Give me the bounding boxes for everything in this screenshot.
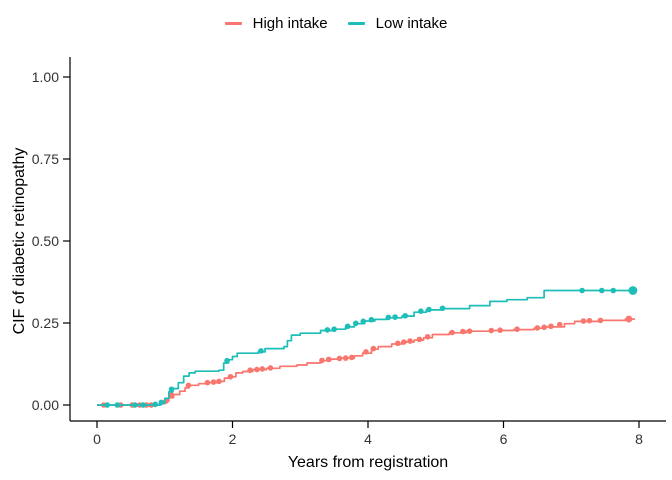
high-intake-censor-marker [580, 318, 587, 324]
low-intake-censor-marker [418, 308, 424, 314]
high-intake-censor-marker [597, 317, 604, 324]
high-intake-censor-marker [267, 365, 274, 371]
high-intake-censor-marker [370, 345, 377, 352]
legend-item-high-intake: High intake [224, 15, 328, 32]
legend-label-high-intake: High intake [252, 15, 328, 32]
legend-label-low-intake: Low intake [375, 15, 448, 32]
high-intake-censor-marker [227, 373, 234, 380]
legend-key-line-low-intake [347, 22, 365, 25]
low-intake-censor-marker [402, 312, 409, 319]
high-intake-censor-marker [424, 333, 431, 340]
low-intake-censor-marker [579, 287, 585, 294]
low-intake-censor-marker [132, 402, 138, 408]
high-intake-curve [97, 318, 635, 406]
low-intake-censor-marker [140, 402, 146, 408]
high-intake-censor-marker [401, 339, 407, 345]
low-intake-censor-marker [168, 386, 175, 393]
low-intake-censor-marker [353, 320, 359, 327]
low-intake-censor-marker [224, 357, 230, 364]
high-intake-censor-marker [548, 323, 554, 330]
high-intake-censor-marker [488, 327, 495, 334]
low-intake-censor-marker [426, 306, 432, 313]
high-intake-censor-marker [216, 378, 222, 385]
low-intake-censor-marker [324, 327, 331, 333]
low-intake-censor-marker [158, 399, 165, 406]
legend: High intake Low intake [0, 16, 672, 31]
high-intake-censor-marker [348, 354, 355, 361]
high-intake-censor-marker [556, 321, 563, 328]
low-intake-censor-marker [610, 287, 617, 294]
y-tick-label: 0.00 [32, 397, 59, 413]
x-tick-label: 2 [229, 431, 237, 447]
y-tick-label: 1.00 [32, 69, 59, 85]
high-intake-censor-marker [254, 366, 260, 373]
low-intake-final-marker [628, 286, 638, 295]
high-intake-censor-marker [342, 355, 349, 361]
high-intake-censor-marker [586, 317, 593, 324]
high-intake-censor-marker [210, 379, 217, 385]
y-tick-label: 0.25 [32, 315, 59, 331]
x-tick-label: 0 [93, 431, 101, 447]
high-intake-censor-marker [363, 349, 369, 355]
legend-key-line-high-intake [224, 22, 242, 25]
x-tick-label: 6 [500, 431, 508, 447]
high-intake-censor-marker [168, 392, 175, 398]
low-intake-censor-marker [385, 314, 392, 321]
low-intake-censor-marker [439, 305, 446, 312]
y-axis-title: CIF of diabetic retinopathy [11, 148, 28, 335]
high-intake-censor-marker [466, 328, 473, 335]
high-intake-censor-marker [541, 324, 547, 331]
high-intake-censor-marker [395, 340, 401, 347]
high-intake-censor-marker [416, 336, 423, 343]
legend-item-low-intake: Low intake [347, 15, 448, 32]
low-intake-censor-marker [392, 314, 398, 320]
low-intake-censor-marker [104, 402, 110, 408]
high-intake-censor-marker [407, 338, 413, 344]
y-tick-label: 0.75 [32, 151, 59, 167]
high-intake-censor-marker [514, 326, 520, 333]
low-intake-censor-marker [344, 323, 351, 330]
high-intake-censor-marker [204, 379, 211, 386]
high-intake-censor-marker [247, 367, 253, 374]
high-intake-censor-marker [336, 355, 343, 362]
y-tick-label: 0.50 [32, 233, 59, 249]
low-intake-censor-marker [114, 402, 121, 408]
low-intake-curve [97, 289, 637, 406]
high-intake-censor-marker [449, 329, 455, 336]
low-intake-censor-marker [360, 318, 367, 325]
low-intake-censor-marker [368, 316, 375, 323]
low-intake-censor-marker [331, 326, 337, 333]
x-axis-title: Years from registration [288, 454, 448, 471]
x-tick-label: 8 [635, 431, 643, 447]
high-intake-censor-marker [185, 382, 192, 389]
high-intake-censor-marker [497, 327, 503, 334]
low-intake-censor-marker [598, 287, 605, 294]
high-intake-censor-marker [460, 328, 466, 335]
x-tick-label: 4 [364, 431, 372, 447]
high-intake-final-marker [625, 315, 633, 323]
high-intake-censor-marker [319, 357, 325, 364]
high-intake-censor-marker [534, 325, 541, 331]
high-intake-censor-marker [325, 356, 332, 363]
low-intake-censor-marker [258, 348, 264, 354]
low-intake-censor-marker [152, 401, 159, 408]
high-intake-censor-marker [259, 366, 266, 372]
